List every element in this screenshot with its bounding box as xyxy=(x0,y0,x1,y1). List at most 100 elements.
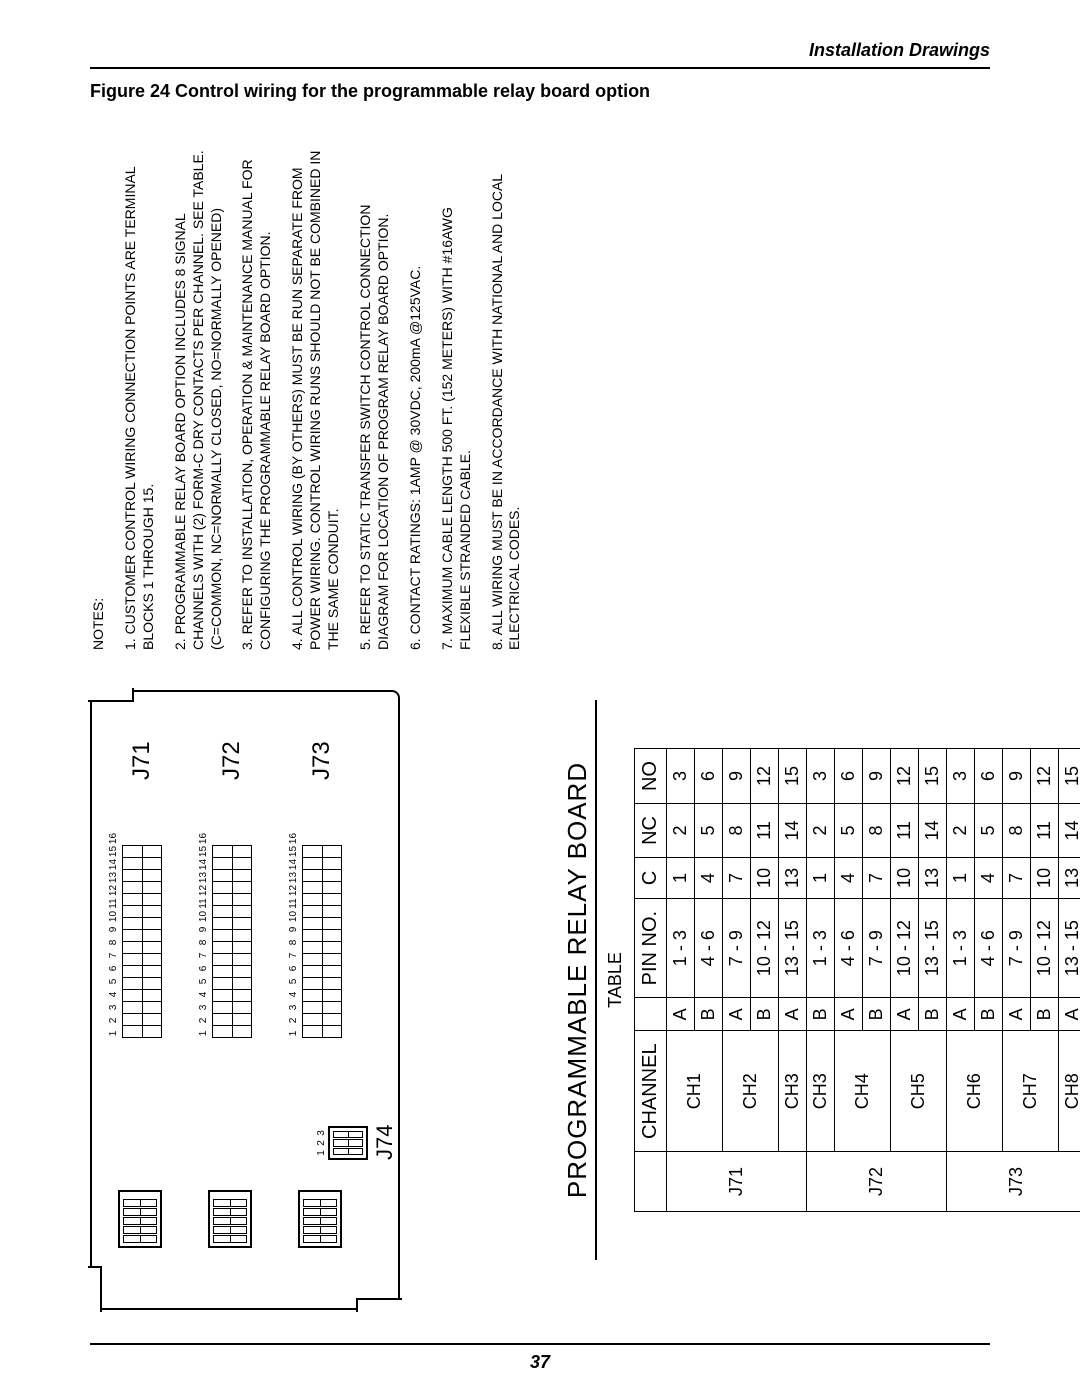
term-large-j73 xyxy=(300,843,344,1040)
cell-no: 6 xyxy=(695,749,723,804)
cell-no: 12 xyxy=(891,749,919,804)
cell-nc: 2 xyxy=(807,804,835,858)
cell-pin: 13 - 15 xyxy=(779,898,807,997)
table-row: J72CH3B1 - 3123 xyxy=(807,749,835,1212)
cell-nc: 14 xyxy=(919,804,947,858)
note-item: 1. CUSTOMER CONTROL WIRING CONNECTION PO… xyxy=(122,150,158,650)
cell-pin: 4 - 6 xyxy=(975,898,1003,997)
table-row: CH4A4 - 6456 xyxy=(835,749,863,1212)
cell-nc: 5 xyxy=(695,804,723,858)
channel-cell: CH2 xyxy=(723,1031,779,1152)
rotated-content: 12345678910111213141516 J71 123456789101… xyxy=(90,130,880,1310)
cell-nc: 8 xyxy=(723,804,751,858)
bottom-rule xyxy=(90,1343,990,1345)
cell-ab: A xyxy=(947,998,975,1031)
cell-no: 12 xyxy=(1031,749,1059,804)
cell-nc: 2 xyxy=(667,804,695,858)
cell-c: 13 xyxy=(919,857,947,898)
cell-ab: B xyxy=(695,998,723,1031)
cell-nc: 8 xyxy=(1003,804,1031,858)
cell-no: 9 xyxy=(863,749,891,804)
cell-no: 9 xyxy=(723,749,751,804)
cell-ab: A xyxy=(835,998,863,1031)
table-header: NO xyxy=(635,749,667,804)
cell-nc: 11 xyxy=(891,804,919,858)
cell-pin: 1 - 3 xyxy=(807,898,835,997)
cell-pin: 10 - 12 xyxy=(1031,898,1059,997)
cell-ab: B xyxy=(919,998,947,1031)
cell-no: 12 xyxy=(751,749,779,804)
term-large-j72 xyxy=(210,843,254,1040)
cell-nc: 14 xyxy=(1059,804,1080,858)
j-cell: J71 xyxy=(667,1151,807,1211)
channel-cell: CH6 xyxy=(947,1031,1003,1152)
cell-no: 6 xyxy=(975,749,1003,804)
notes-title: NOTES: xyxy=(90,150,108,650)
table-header: CHANNEL xyxy=(635,1031,667,1152)
cell-nc: 11 xyxy=(1031,804,1059,858)
cell-pin: 1 - 3 xyxy=(947,898,975,997)
cell-nc: 5 xyxy=(975,804,1003,858)
label-j73: J73 xyxy=(308,741,336,780)
note-item: 4. ALL CONTROL WIRING (BY OTHERS) MUST B… xyxy=(289,150,343,650)
cell-no: 3 xyxy=(947,749,975,804)
term-nums-j72: 12345678910111213141516 xyxy=(198,832,209,1040)
cell-c: 10 xyxy=(891,857,919,898)
channel-cell: CH5 xyxy=(891,1031,947,1152)
cell-ab: B xyxy=(863,998,891,1031)
term-small-j73 xyxy=(298,1190,342,1248)
cell-nc: 5 xyxy=(835,804,863,858)
cell-c: 13 xyxy=(779,857,807,898)
relay-board-diagram: 12345678910111213141516 J71 123456789101… xyxy=(90,690,400,1310)
top-rule xyxy=(90,67,990,69)
cell-c: 10 xyxy=(751,857,779,898)
cell-no: 3 xyxy=(807,749,835,804)
cell-c: 4 xyxy=(835,857,863,898)
term-nums-j73: 12345678910111213141516 xyxy=(288,832,299,1040)
table-row: CH7A7 - 9789 xyxy=(1003,749,1031,1212)
cell-ab: A xyxy=(779,998,807,1031)
table-subtitle: TABLE xyxy=(605,650,626,1310)
cell-no: 3 xyxy=(667,749,695,804)
cell-c: 4 xyxy=(695,857,723,898)
cell-pin: 10 - 12 xyxy=(891,898,919,997)
channel-cell: CH1 xyxy=(667,1031,723,1152)
cell-pin: 7 - 9 xyxy=(723,898,751,997)
cell-c: 4 xyxy=(975,857,1003,898)
channel-cell: CH4 xyxy=(835,1031,891,1152)
cell-pin: 7 - 9 xyxy=(863,898,891,997)
term-nums-j71: 12345678910111213141516 xyxy=(108,832,119,1040)
table-row: CH8A13 - 15131415 xyxy=(1059,749,1080,1212)
cell-ab: B xyxy=(807,998,835,1031)
cell-c: 1 xyxy=(807,857,835,898)
cell-c: 7 xyxy=(723,857,751,898)
cell-ab: A xyxy=(891,998,919,1031)
note-item: 6. CONTACT RATINGS: 1AMP @ 30VDC, 200mA … xyxy=(407,150,425,650)
cell-c: 1 xyxy=(667,857,695,898)
note-item: 3. REFER TO INSTALLATION, OPERATION & MA… xyxy=(239,150,275,650)
cell-no: 15 xyxy=(919,749,947,804)
cell-ab: A xyxy=(723,998,751,1031)
table-header: NC xyxy=(635,804,667,858)
table-row: J71CH1A1 - 3123 xyxy=(667,749,695,1212)
cell-c: 7 xyxy=(1003,857,1031,898)
note-item: 5. REFER TO STATIC TRANSFER SWITCH CONTR… xyxy=(357,150,393,650)
j-cell: J72 xyxy=(807,1151,947,1211)
pin-table: CHANNELPIN NO.CNCNO J71CH1A1 - 3123B4 - … xyxy=(634,748,1080,1212)
cell-ab: A xyxy=(1059,998,1080,1031)
table-header xyxy=(635,1151,667,1211)
j-cell: J73 xyxy=(947,1151,1080,1211)
term-small-j71 xyxy=(118,1190,162,1248)
cell-c: 7 xyxy=(863,857,891,898)
cell-c: 10 xyxy=(1031,857,1059,898)
table-title: PROGRAMMABLE RELAY BOARD xyxy=(562,700,597,1260)
table-row: CH2A7 - 9789 xyxy=(723,749,751,1212)
cell-pin: 13 - 15 xyxy=(1059,898,1080,997)
note-item: 2. PROGRAMMABLE RELAY BOARD OPTION INCLU… xyxy=(172,150,226,650)
figure-title: Figure 24 Control wiring for the program… xyxy=(90,81,990,102)
cell-nc: 2 xyxy=(947,804,975,858)
page-number: 37 xyxy=(0,1352,1080,1373)
cell-ab: B xyxy=(975,998,1003,1031)
note-item: 7. MAXIMUM CABLE LENGTH 500 FT. (152 MET… xyxy=(439,150,475,650)
cell-ab: B xyxy=(751,998,779,1031)
